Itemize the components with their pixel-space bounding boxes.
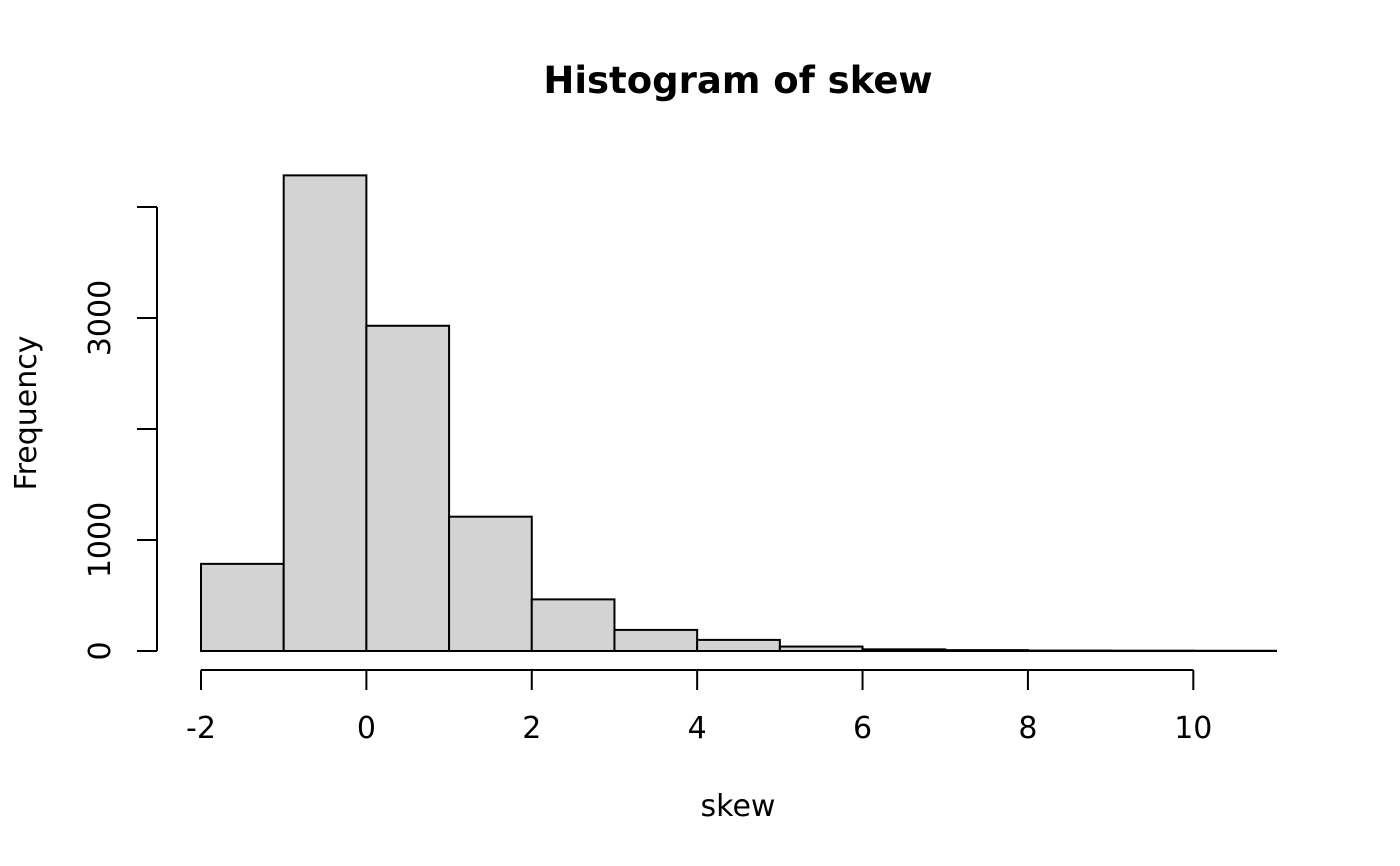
y-tick-label-0: 0 <box>83 641 118 660</box>
histogram-bar-9 <box>944 649 1029 652</box>
y-axis-label: Frequency <box>9 336 44 491</box>
histogram-bar-0 <box>200 562 285 652</box>
x-tick-label-5: 8 <box>1018 711 1037 746</box>
x-tick-label-3: 4 <box>688 711 707 746</box>
histogram-bars <box>200 174 1278 653</box>
histogram-bar-8 <box>861 648 947 653</box>
x-axis-label: skew <box>701 789 776 824</box>
histogram-bar-2 <box>365 324 451 652</box>
x-tick-label-4: 6 <box>853 711 872 746</box>
histogram-bar-4 <box>530 598 616 653</box>
chart-title: Histogram of skew <box>543 59 932 102</box>
histogram-bar-5 <box>613 628 699 652</box>
histogram-bar-6 <box>696 638 781 653</box>
x-tick-label-0: -2 <box>186 711 216 746</box>
y-tick-label-3: 3000 <box>83 280 118 356</box>
y-tick-label-1: 1000 <box>83 502 118 578</box>
histogram-bar-3 <box>448 515 533 652</box>
x-tick-label-1: 0 <box>357 711 376 746</box>
histogram-bar-1 <box>282 174 368 653</box>
x-tick-label-6: 10 <box>1174 711 1212 746</box>
x-axis: -2 0 2 4 6 8 10 <box>186 669 1212 746</box>
histogram-bar-7 <box>778 645 864 652</box>
y-axis: 0 1000 3000 <box>83 206 158 661</box>
x-tick-label-2: 2 <box>522 711 541 746</box>
